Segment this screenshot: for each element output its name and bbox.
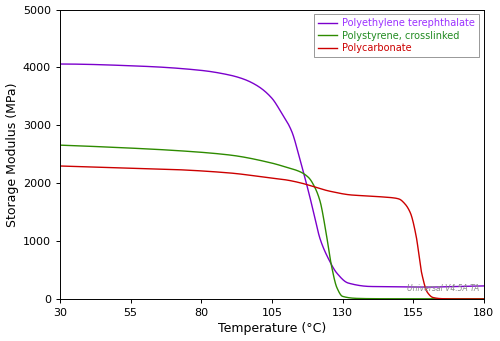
Polystyrene, crosslinked (220, 152, 226, 156)
Line: Polyethylene terephthalate: Polyethylene terephthalate (60, 64, 484, 287)
Text: Universal V4.5A TA: Universal V4.5A TA (408, 284, 480, 294)
Polycarbonate (105, 165, 111, 169)
Line: Polycarbonate: Polycarbonate (60, 166, 484, 299)
Legend: Polyethylene terephthalate, Polystyrene, crosslinked, Polycarbonate: Polyethylene terephthalate, Polystyrene,… (314, 14, 479, 57)
Polycarbonate (130, 166, 136, 170)
Polyethylene terephthalate (220, 72, 226, 76)
Polyethylene terephthalate (472, 284, 478, 288)
Line: Polystyrene, crosslinked: Polystyrene, crosslinked (60, 145, 484, 299)
Polystyrene, crosslinked (105, 145, 111, 149)
X-axis label: Temperature (°C): Temperature (°C) (218, 323, 326, 336)
Polystyrene, crosslinked (396, 297, 402, 301)
Polyethylene terephthalate (57, 62, 63, 66)
Polystyrene, crosslinked (130, 146, 136, 150)
Polyethylene terephthalate (481, 284, 487, 288)
Y-axis label: Storage Modulus (MPa): Storage Modulus (MPa) (6, 82, 18, 227)
Polycarbonate (481, 297, 487, 301)
Polycarbonate (472, 297, 478, 301)
Polyethylene terephthalate (105, 63, 111, 67)
Polystyrene, crosslinked (427, 297, 433, 301)
Polyethylene terephthalate (238, 76, 244, 80)
Polystyrene, crosslinked (57, 143, 63, 147)
Polycarbonate (427, 293, 433, 297)
Polycarbonate (220, 170, 226, 175)
Polycarbonate (57, 164, 63, 168)
Polyethylene terephthalate (424, 285, 430, 289)
Polyethylene terephthalate (130, 64, 136, 68)
Polystyrene, crosslinked (238, 154, 244, 159)
Polycarbonate (452, 297, 458, 301)
Polyethylene terephthalate (427, 285, 433, 289)
Polystyrene, crosslinked (472, 297, 478, 301)
Polycarbonate (238, 172, 244, 176)
Polystyrene, crosslinked (481, 297, 487, 301)
